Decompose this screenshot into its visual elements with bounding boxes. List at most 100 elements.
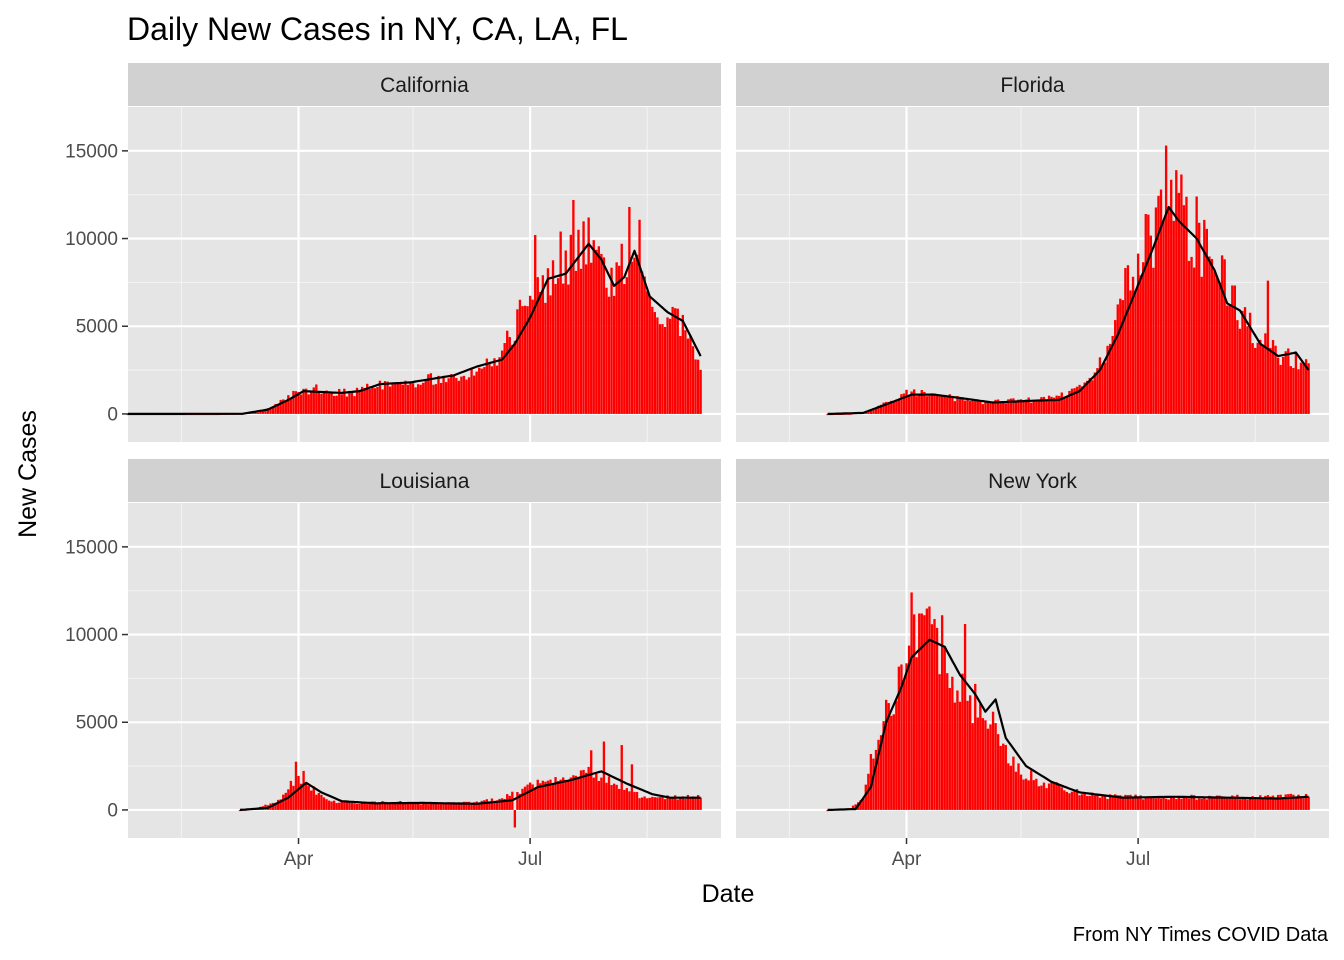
daily-bar — [455, 803, 458, 810]
daily-bar — [1119, 298, 1122, 414]
daily-bar — [516, 792, 519, 810]
daily-bar — [422, 802, 425, 810]
daily-bar — [378, 803, 382, 810]
daily-bar — [976, 400, 979, 414]
daily-bar — [694, 798, 697, 810]
daily-bar — [1261, 797, 1264, 810]
daily-bar — [984, 720, 987, 810]
daily-bar — [355, 803, 359, 810]
daily-bar — [930, 624, 934, 810]
daily-bar — [1175, 799, 1178, 810]
daily-bar — [1266, 280, 1270, 414]
daily-bar — [1124, 268, 1127, 414]
daily-bar — [444, 382, 448, 414]
daily-bar — [536, 277, 539, 414]
daily-bar — [1251, 343, 1254, 414]
daily-bar — [1218, 795, 1221, 810]
daily-bar — [681, 796, 684, 810]
daily-bar — [1030, 770, 1033, 810]
daily-bar — [918, 394, 921, 414]
daily-bar — [1282, 798, 1285, 810]
daily-bar — [900, 394, 903, 414]
daily-bar — [495, 800, 499, 810]
daily-bar — [1007, 399, 1010, 414]
daily-bar — [1047, 395, 1051, 414]
daily-bar — [966, 399, 969, 414]
daily-bar — [890, 715, 893, 810]
daily-bar — [1287, 794, 1290, 810]
daily-bar — [994, 723, 997, 810]
daily-bar — [411, 383, 415, 414]
daily-bar — [968, 695, 972, 810]
daily-bar — [925, 396, 929, 414]
daily-bar — [595, 249, 598, 414]
daily-bar — [999, 401, 1002, 414]
daily-bar — [643, 796, 646, 810]
daily-bar — [635, 254, 639, 414]
daily-bar — [651, 796, 654, 810]
daily-bar — [396, 801, 399, 810]
daily-bar — [1121, 300, 1125, 414]
daily-bar — [1187, 798, 1191, 810]
daily-bar — [513, 809, 517, 828]
daily-bar — [1075, 386, 1079, 414]
daily-bar — [406, 802, 410, 810]
daily-bar — [1037, 400, 1041, 414]
daily-bar — [612, 295, 616, 414]
daily-bar — [1271, 795, 1275, 810]
daily-bar — [666, 795, 669, 810]
daily-bar — [1248, 797, 1252, 810]
daily-bar — [1276, 794, 1280, 810]
daily-bar — [674, 308, 677, 414]
daily-bar — [1063, 396, 1066, 414]
daily-bar — [1124, 794, 1127, 810]
daily-bar — [851, 805, 855, 810]
daily-bar — [602, 257, 606, 414]
daily-bar — [956, 690, 959, 810]
daily-bar — [271, 407, 275, 414]
daily-bar — [615, 262, 618, 414]
daily-bar — [1162, 219, 1165, 414]
daily-bar — [1198, 798, 1201, 810]
daily-bar — [1035, 401, 1038, 414]
daily-bar — [411, 803, 415, 810]
daily-bar — [467, 801, 471, 810]
daily-bar — [590, 262, 593, 414]
daily-bar — [551, 260, 555, 414]
daily-bar — [569, 777, 573, 810]
daily-bar — [671, 306, 674, 414]
daily-bar — [1111, 795, 1114, 810]
daily-bar — [1259, 339, 1262, 414]
daily-bar — [679, 797, 682, 810]
daily-bar — [363, 803, 366, 810]
daily-bar — [912, 389, 916, 414]
rolling-average-line — [827, 205, 1310, 415]
daily-bar — [1050, 396, 1053, 414]
daily-bar — [534, 787, 537, 810]
daily-bar — [427, 804, 430, 810]
daily-bar — [699, 797, 702, 810]
daily-bar — [343, 801, 346, 810]
daily-bar — [592, 777, 595, 810]
daily-bar — [254, 412, 257, 414]
daily-bar — [648, 797, 651, 810]
daily-bar — [416, 384, 420, 414]
daily-bar — [1050, 781, 1053, 810]
daily-bar — [1208, 256, 1211, 414]
daily-bar — [1264, 795, 1267, 810]
daily-bar — [353, 803, 356, 810]
daily-bar — [577, 776, 580, 810]
daily-bar — [287, 395, 290, 414]
daily-bar — [409, 802, 412, 810]
daily-bar — [1228, 797, 1231, 810]
daily-bar — [958, 701, 962, 810]
daily-bar — [264, 409, 267, 414]
daily-bar — [1088, 377, 1091, 414]
y-tick-label: 0 — [107, 800, 118, 821]
daily-bar — [261, 411, 265, 414]
daily-bar — [1052, 781, 1056, 810]
daily-bar — [350, 392, 354, 414]
facet-strip — [128, 63, 721, 106]
daily-bar — [559, 779, 562, 810]
daily-bar — [1040, 785, 1043, 810]
